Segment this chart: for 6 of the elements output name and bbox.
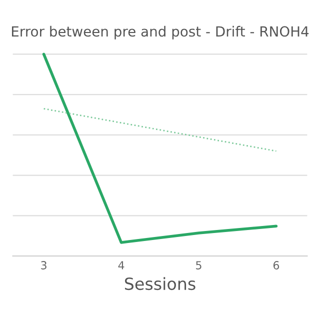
chart-title: Error between pre and post - Drift - RNOH4 [12,26,309,40]
x-axis-title: Sessions [124,277,196,290]
x-tick-label: 6 [273,261,280,270]
x-tick-label: 3 [41,261,46,270]
x-tick-label: 5 [196,261,202,270]
x-tick-label: 4 [118,261,124,270]
